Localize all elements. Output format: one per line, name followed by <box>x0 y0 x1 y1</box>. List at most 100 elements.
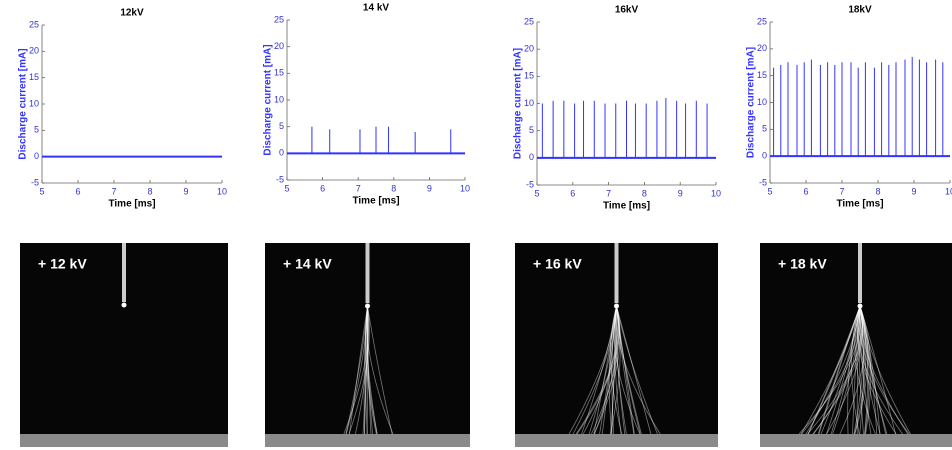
y-tick-label: 10 <box>524 98 534 108</box>
streamer <box>348 305 368 435</box>
streamer <box>343 305 370 435</box>
x-tick-label: 6 <box>570 188 575 198</box>
streamer <box>610 305 623 435</box>
streamer <box>364 305 368 435</box>
streamer <box>575 305 620 435</box>
x-tick-label: 5 <box>534 188 539 198</box>
x-axis-label: Time [ms] <box>108 199 155 210</box>
streamer <box>813 305 863 435</box>
photo-label: + 16 kV <box>533 256 582 272</box>
streamer <box>364 305 377 435</box>
y-tick-label: 10 <box>757 97 767 107</box>
x-tick-label: 10 <box>217 186 227 196</box>
chart-title: 16kV <box>615 5 639 16</box>
streamer <box>820 305 861 435</box>
y-axis-label: Discharge current [mA] <box>18 48 29 159</box>
streamer <box>859 305 888 435</box>
streamer <box>858 305 910 435</box>
y-tick-label: 5 <box>762 124 767 134</box>
streamer <box>348 305 370 435</box>
streamer <box>830 305 861 435</box>
streamer <box>366 305 394 435</box>
y-axis-label: Discharge current [mA] <box>513 48 524 159</box>
y-tick-label: 0 <box>279 148 284 158</box>
streamer <box>365 305 378 435</box>
streamer <box>800 305 861 435</box>
streamer <box>593 305 621 435</box>
streamer <box>812 305 864 435</box>
streamer <box>826 305 861 435</box>
streamer <box>854 305 867 435</box>
streamer <box>859 305 868 435</box>
y-tick-label: 0 <box>762 151 767 161</box>
streamer <box>366 305 373 435</box>
streamer <box>616 305 635 435</box>
streamer <box>576 305 620 435</box>
chart-title: 18kV <box>848 5 872 16</box>
streamer <box>854 305 876 435</box>
y-tick-label: 15 <box>757 70 767 80</box>
y-tick-label: -5 <box>276 174 284 184</box>
needle <box>365 243 370 303</box>
streamer <box>366 305 378 435</box>
streamer <box>616 305 658 435</box>
streamer <box>614 305 622 435</box>
streamer <box>859 305 881 435</box>
x-tick-label: 5 <box>39 186 44 196</box>
y-axis-label: Discharge current [mA] <box>746 47 757 158</box>
streamer <box>616 305 641 435</box>
streamer <box>616 305 642 435</box>
streamer <box>594 305 619 435</box>
chart-title: 14 kV <box>363 3 389 14</box>
x-tick-label: 8 <box>147 186 152 196</box>
streamer <box>851 305 861 435</box>
streamer <box>832 305 861 435</box>
streamer <box>367 305 372 435</box>
y-tick-label: 5 <box>34 125 39 135</box>
streamer <box>345 305 368 435</box>
needle-tip <box>121 302 127 308</box>
streamer <box>856 305 861 435</box>
streamer <box>859 305 887 435</box>
discharge-photo <box>760 243 952 447</box>
x-axis-label: Time [ms] <box>836 199 883 210</box>
streamer <box>363 305 368 435</box>
y-tick-label: 10 <box>29 98 39 108</box>
streamer <box>859 305 870 435</box>
y-axis-label: Discharge current [mA] <box>263 44 274 155</box>
streamer <box>847 305 861 435</box>
streamer <box>839 305 866 435</box>
y-tick-label: 5 <box>279 121 284 131</box>
streamer <box>345 305 368 435</box>
streamer <box>826 305 863 435</box>
streamer <box>610 305 617 435</box>
ground-plate <box>760 434 952 447</box>
y-tick-label: 15 <box>274 68 284 78</box>
streamer <box>608 305 617 435</box>
streamer <box>615 305 661 435</box>
needle-tip <box>857 303 863 309</box>
x-tick-label: 8 <box>391 183 396 193</box>
x-tick-label: 6 <box>75 186 80 196</box>
streamer <box>601 305 617 435</box>
y-tick-label: 25 <box>274 14 284 24</box>
y-tick-label: -5 <box>759 177 767 187</box>
x-tick-label: 7 <box>111 186 116 196</box>
y-tick-label: -5 <box>526 179 534 189</box>
streamer <box>613 305 641 435</box>
streamer <box>801 305 861 435</box>
x-axis-label: Time [ms] <box>352 196 399 207</box>
streamer <box>807 305 861 435</box>
x-tick-label: 8 <box>875 186 880 196</box>
streamer <box>582 305 619 435</box>
streamer <box>362 305 369 435</box>
y-tick-label: 10 <box>274 94 284 104</box>
needle-tip <box>614 303 619 309</box>
x-tick-label: 9 <box>911 186 916 196</box>
streamer <box>859 305 909 435</box>
streamer <box>859 305 865 435</box>
streamer <box>818 305 861 435</box>
streamer <box>807 305 863 435</box>
y-tick-label: -5 <box>31 177 39 187</box>
